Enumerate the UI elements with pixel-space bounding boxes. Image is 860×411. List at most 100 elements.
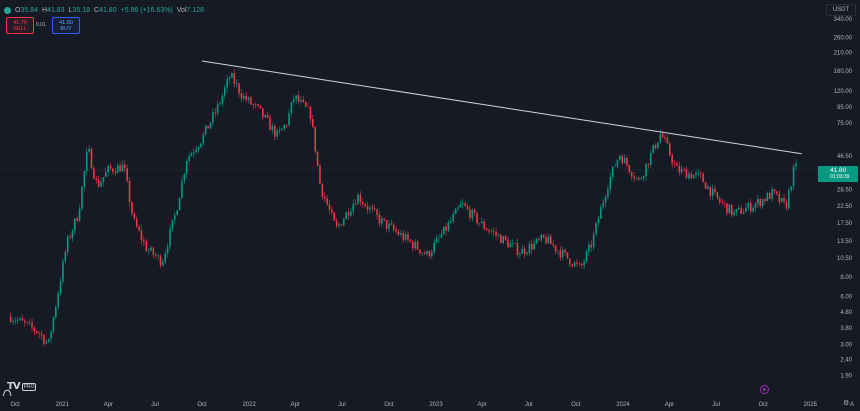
y-tick-label: 1.90 (840, 374, 852, 380)
candle (635, 176, 638, 181)
candle (695, 170, 697, 179)
candle (259, 105, 262, 109)
candle (521, 245, 524, 255)
candle (202, 131, 205, 146)
candle (621, 154, 624, 166)
candle (297, 91, 300, 104)
candle (478, 222, 481, 227)
candle (488, 228, 490, 235)
candle (392, 222, 395, 232)
candle (419, 249, 421, 256)
gear-icon[interactable]: ⚙ (843, 400, 850, 407)
candle (190, 151, 193, 157)
candle (145, 238, 148, 252)
candle (214, 108, 217, 118)
y-tick-label: 8.00 (840, 275, 852, 281)
candle (423, 250, 426, 255)
candle (728, 203, 731, 214)
candle (143, 235, 145, 247)
x-tick-label: Apr (291, 402, 300, 408)
price-axis[interactable]: 340.00 260.00 210.00 160.00 120.00 95.00 75.00… (834, 17, 853, 380)
candle (302, 95, 305, 104)
candle (435, 234, 438, 244)
candle (611, 166, 614, 181)
tradingview-logo[interactable]: TV PRO (7, 381, 37, 392)
candle (266, 111, 269, 119)
candle (250, 95, 252, 106)
candle (554, 245, 557, 255)
candle (692, 174, 695, 179)
candle (238, 82, 240, 98)
candle (697, 169, 700, 177)
candle (609, 172, 612, 194)
trendline[interactable] (201, 60, 802, 155)
candle (83, 170, 86, 192)
candle (440, 230, 443, 239)
candle (666, 134, 669, 145)
candle (371, 203, 374, 213)
candle (212, 108, 214, 127)
last-price-label: 41.80 01:03:39 (818, 166, 858, 182)
candle (12, 317, 14, 325)
candle (740, 204, 743, 215)
buy-button[interactable]: 41.80 BUY (52, 17, 80, 34)
candle (362, 198, 364, 209)
go-to-realtime-icon[interactable]: ➤ (760, 385, 769, 394)
candle (514, 242, 516, 245)
candle (633, 172, 635, 183)
time-axis[interactable]: Oct 2021 Apr Jul Oct 2022 Apr Jul Oct 2023 Apr Jul O… (11, 402, 854, 408)
candle (749, 198, 752, 215)
y-tick-label: 160.00 (834, 69, 853, 75)
candle (126, 164, 128, 183)
candle (547, 233, 550, 244)
candle (742, 208, 745, 215)
candle (778, 189, 781, 206)
candle (745, 203, 747, 212)
candle (623, 154, 626, 164)
candle (388, 220, 390, 233)
candle (469, 204, 471, 222)
candle (495, 227, 497, 241)
candle (480, 217, 483, 224)
candle (640, 176, 643, 181)
candle (645, 163, 647, 181)
candle (264, 114, 267, 119)
candle (578, 262, 581, 266)
candle (497, 232, 500, 239)
candle (569, 258, 571, 268)
x-tick-label: Jul (151, 402, 159, 408)
candle (787, 187, 790, 210)
candle (459, 200, 462, 208)
candle (557, 250, 559, 256)
candle (197, 146, 200, 153)
candle (235, 79, 238, 88)
y-tick-label: 260.00 (834, 36, 853, 42)
walker-icon[interactable] (2, 388, 12, 397)
candle (528, 240, 531, 256)
candle (397, 229, 400, 237)
candle (100, 177, 102, 188)
candle (614, 163, 616, 168)
candle (285, 123, 288, 129)
candle (699, 170, 702, 179)
candle (171, 219, 174, 233)
open-key: O (15, 6, 21, 14)
currency-selector[interactable]: USDT (826, 4, 856, 16)
candle (407, 231, 409, 243)
candle (85, 147, 88, 176)
candle (707, 183, 709, 190)
candle (626, 155, 628, 169)
candle (204, 125, 207, 137)
candle (166, 242, 169, 258)
candle (276, 128, 278, 140)
candle (352, 199, 355, 216)
volume-value: 7.128 (186, 6, 205, 14)
candle (347, 208, 350, 220)
y-tick-label: 340.00 (834, 17, 853, 23)
sell-button[interactable]: 41.79 SELL (6, 17, 34, 34)
x-tick-label: Apr (665, 402, 674, 408)
candle (245, 91, 247, 103)
candle (76, 216, 79, 222)
candle (785, 199, 788, 211)
